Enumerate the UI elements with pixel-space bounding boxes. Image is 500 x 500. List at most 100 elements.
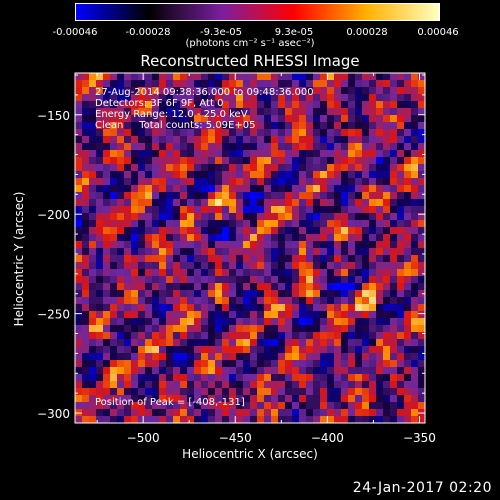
heatmap-cell	[348, 381, 356, 389]
heatmap-cell	[299, 332, 307, 340]
heatmap-cell	[166, 241, 174, 249]
heatmap-cell	[313, 276, 321, 284]
heatmap-cell	[215, 248, 223, 256]
heatmap-cell	[362, 87, 370, 95]
heatmap-cell	[236, 171, 244, 179]
heatmap-cell	[124, 73, 132, 81]
heatmap-cell	[264, 248, 272, 256]
tick-label: −450	[219, 431, 252, 445]
heatmap-cell	[103, 220, 111, 228]
heatmap-cell	[355, 374, 363, 382]
heatmap-cell	[138, 283, 146, 291]
heatmap-cell	[215, 325, 223, 333]
heatmap-cell	[215, 367, 223, 375]
heatmap-cell	[355, 150, 363, 158]
heatmap-cell	[215, 199, 223, 207]
heatmap-cell	[75, 255, 83, 263]
heatmap-cell	[215, 276, 223, 284]
heatmap-cell	[390, 87, 398, 95]
heatmap-cell	[215, 143, 223, 151]
heatmap-cell	[180, 318, 188, 326]
heatmap-cell	[229, 255, 237, 263]
heatmap-cell	[313, 395, 321, 403]
heatmap-cell	[327, 304, 335, 312]
heatmap-cell	[208, 395, 216, 403]
heatmap-cell	[243, 402, 251, 410]
heatmap-cell	[306, 220, 314, 228]
heatmap-cell	[313, 220, 321, 228]
heatmap-cell	[187, 206, 195, 214]
heatmap-cell	[278, 206, 286, 214]
heatmap-cell	[341, 304, 349, 312]
heatmap-cell	[131, 304, 139, 312]
heatmap-cell	[201, 192, 209, 200]
heatmap-cell	[327, 416, 335, 424]
heatmap-cell	[222, 332, 230, 340]
heatmap-cell	[320, 311, 328, 319]
heatmap-cell	[152, 269, 160, 277]
heatmap-cell	[180, 178, 188, 186]
heatmap-cell	[89, 164, 97, 172]
heatmap-cell	[243, 416, 251, 424]
heatmap-cell	[110, 262, 118, 270]
heatmap-cell	[411, 402, 419, 410]
heatmap-cell	[187, 213, 195, 221]
heatmap-cell	[194, 325, 202, 333]
heatmap-cell	[278, 353, 286, 361]
heatmap-cell	[355, 178, 363, 186]
heatmap-cell	[411, 206, 419, 214]
heatmap-cell	[390, 248, 398, 256]
heatmap-cell	[138, 395, 146, 403]
heatmap-cell	[103, 409, 111, 417]
heatmap-cell	[138, 290, 146, 298]
heatmap-cell	[376, 388, 384, 396]
heatmap-cell	[355, 395, 363, 403]
heatmap-cell	[82, 171, 90, 179]
heatmap-cell	[397, 332, 405, 340]
heatmap-cell	[348, 283, 356, 291]
heatmap-cell	[397, 304, 405, 312]
heatmap-cell	[208, 171, 216, 179]
heatmap-cell	[173, 290, 181, 298]
heatmap-cell	[271, 73, 279, 81]
heatmap-cell	[110, 325, 118, 333]
heatmap-cell	[292, 185, 300, 193]
heatmap-cell	[264, 318, 272, 326]
heatmap-cell	[117, 262, 125, 270]
heatmap-cell	[152, 129, 160, 137]
heatmap-cell	[257, 136, 265, 144]
heatmap-cell	[187, 367, 195, 375]
heatmap-cell	[278, 150, 286, 158]
heatmap-cell	[348, 178, 356, 186]
heatmap-cell	[208, 360, 216, 368]
heatmap-cell	[376, 164, 384, 172]
heatmap-cell	[229, 332, 237, 340]
heatmap-cell	[173, 304, 181, 312]
heatmap-cell	[124, 220, 132, 228]
heatmap-cell	[222, 199, 230, 207]
heatmap-cell	[117, 192, 125, 200]
heatmap-cell	[271, 157, 279, 165]
heatmap-cell	[292, 311, 300, 319]
heatmap-cell	[166, 318, 174, 326]
heatmap-cell	[159, 269, 167, 277]
heatmap-cell	[390, 199, 398, 207]
heatmap-cell	[369, 178, 377, 186]
heatmap-cell	[390, 129, 398, 137]
heatmap-cell	[278, 108, 286, 116]
heatmap-cell	[292, 262, 300, 270]
heatmap-cell	[145, 332, 153, 340]
heatmap-cell	[264, 241, 272, 249]
heatmap-cell	[271, 325, 279, 333]
heatmap-cell	[355, 269, 363, 277]
heatmap-cell	[327, 185, 335, 193]
heatmap-cell	[187, 332, 195, 340]
heatmap-cell	[89, 157, 97, 165]
heatmap-cell	[334, 346, 342, 354]
heatmap-cell	[341, 227, 349, 235]
heatmap-cell	[89, 136, 97, 144]
heatmap-cell	[82, 73, 90, 81]
heatmap-cell	[271, 115, 279, 123]
heatmap-cell	[271, 346, 279, 354]
heatmap-cell	[390, 136, 398, 144]
